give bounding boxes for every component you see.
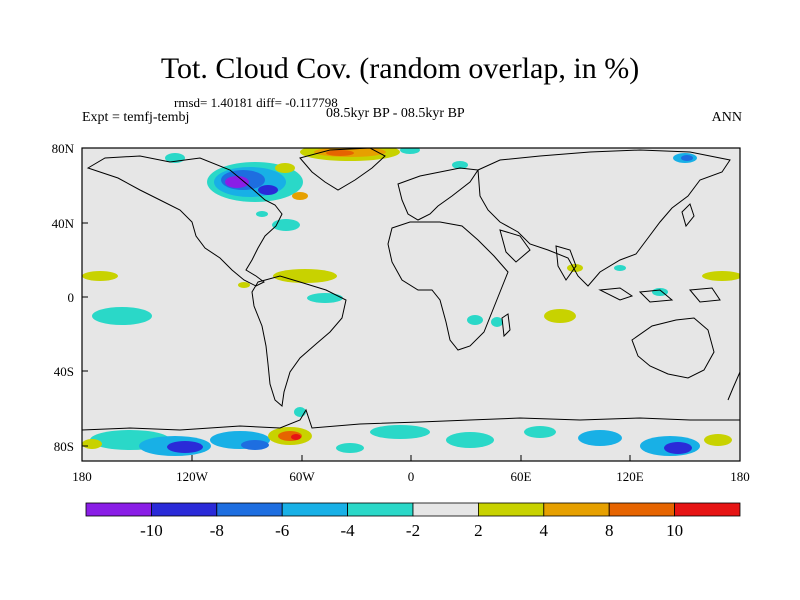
colorbar-swatch (674, 502, 741, 517)
lon-tick-120e: 120E (616, 469, 644, 484)
lon-axis: 180 120W 60W 0 60E 120E 180 (72, 455, 750, 484)
colorbar-label: -2 (406, 521, 420, 540)
colorbar-swatch (347, 502, 414, 517)
colorbar-swatch (412, 502, 479, 517)
colorbar-swatch (85, 502, 152, 517)
lat-tick-40n: 40N (52, 216, 75, 231)
colorbar: -10 -8 -6 -4 -2 2 4 8 10 (85, 502, 741, 540)
colorbar-label: 10 (666, 521, 683, 540)
colorbar-label: -6 (275, 521, 289, 540)
lat-axis: 80N 40N 0 40S 80S (52, 141, 88, 454)
colorbar-label: -4 (341, 521, 356, 540)
lat-tick-0: 0 (68, 290, 75, 305)
lat-tick-80s: 80S (54, 439, 74, 454)
lon-tick-180w: 180 (72, 469, 92, 484)
period-label: 08.5kyr BP - 08.5kyr BP (326, 106, 465, 121)
lat-tick-40s: 40S (54, 364, 74, 379)
colorbar-swatch (543, 502, 610, 517)
lon-tick-180e: 180 (730, 469, 750, 484)
colorbar-label: 8 (605, 521, 614, 540)
colorbar-swatch (608, 502, 676, 517)
map-background (82, 148, 740, 461)
colorbar-swatch (281, 502, 349, 517)
lon-tick-120w: 120W (176, 469, 209, 484)
colorbar-label: -10 (140, 521, 163, 540)
colorbar-label: 4 (540, 521, 549, 540)
lon-tick-60e: 60E (511, 469, 532, 484)
experiment-label: Expt = temfj-tembj (82, 110, 190, 125)
colorbar-swatch (216, 502, 283, 517)
lon-tick-60w: 60W (289, 469, 315, 484)
lon-tick-0: 0 (408, 469, 415, 484)
coastlines (82, 148, 740, 431)
season-label: ANN (711, 110, 742, 125)
colorbar-swatch (150, 502, 218, 517)
stats-line: rmsd= 1.40181 diff= -0.117798 (174, 95, 338, 110)
colorbar-label: 2 (474, 521, 483, 540)
lat-tick-80n: 80N (52, 141, 75, 156)
colorbar-label: -8 (210, 521, 224, 540)
colorbar-swatch (477, 502, 545, 517)
plot-title: Tot. Cloud Cov. (random overlap, in %) (160, 52, 640, 85)
